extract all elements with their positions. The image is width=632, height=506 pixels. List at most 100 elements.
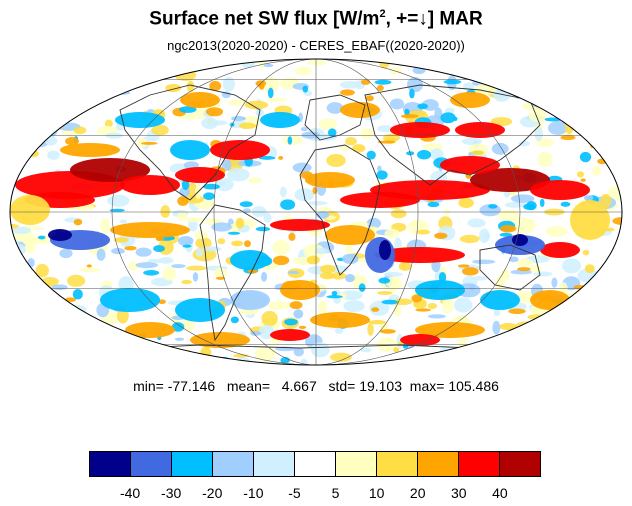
coastline [479,244,541,291]
anomaly-patch [19,74,34,83]
anomaly-patch [492,320,501,335]
anomaly-patch [438,272,447,283]
anomaly-patch [183,161,200,169]
anomaly-patch [411,294,423,303]
anomaly-patch [406,77,424,93]
anomaly-patch [78,267,102,273]
anomaly-patch [55,70,69,78]
anomaly-patch [327,128,337,137]
anomaly-patch [528,109,547,122]
anomaly-patch [611,121,622,134]
anomaly-patch [312,186,318,195]
anomaly-patch [27,257,35,268]
anomaly-patch [306,255,320,265]
anomaly-patch [495,59,515,65]
anomaly-patch [376,170,388,180]
anomaly-patch [470,168,550,192]
anomaly-patch [263,63,274,68]
colorbar-tick-label: -40 [119,485,141,501]
anomaly-patch [107,194,130,207]
anomaly-patch [598,350,608,360]
anomaly-patch [507,62,526,70]
anomaly-patch [493,309,501,317]
anomaly-patch [37,235,46,240]
anomaly-patch [416,229,431,235]
anomaly-patch [190,332,250,348]
anomaly-patch [27,307,50,319]
anomaly-patch [596,101,612,113]
anomaly-patch [576,171,585,178]
anomaly-patch [41,334,57,345]
anomaly-patch [170,140,210,160]
anomaly-patch [10,152,18,158]
anomaly-patch [162,266,177,281]
colorbar-swatch [131,452,172,476]
anomaly-patch [360,347,372,353]
anomaly-patch [580,178,586,182]
colorbar-tick-label: 20 [409,485,426,501]
anomaly-patch [205,107,224,117]
coastline [304,94,366,141]
anomaly-patch [326,102,344,114]
colorbar-tick-label: -10 [243,485,264,501]
anomaly-patch [266,97,288,102]
anomaly-patch [547,121,568,135]
anomaly-patch [66,274,86,287]
anomaly-patch [215,177,234,192]
statistics-line: min= -77.146 mean= 4.667 std= 19.103 max… [0,378,632,394]
anomaly-patch [440,112,456,124]
anomaly-patch [254,346,276,362]
anomaly-patch [376,84,384,91]
anomaly-patch [525,356,549,365]
anomaly-patch [326,295,343,299]
colorbar-swatch [418,452,459,476]
anomaly-patch [186,265,207,271]
anomaly-patch [531,85,547,95]
anomaly-patch [86,93,100,98]
anomaly-patch [591,322,613,339]
anomaly-patch [586,116,608,132]
anomaly-patch [400,334,440,346]
anomaly-patch [415,308,431,312]
anomaly-patch [568,332,586,337]
anomaly-patch [533,271,553,277]
coastline [364,84,541,186]
anomaly-patch [100,217,110,234]
anomaly-patch [73,126,87,135]
anomaly-patch [505,70,520,82]
anomaly-patch [95,61,112,71]
anomaly-patch [512,234,528,246]
anomaly-patch [61,324,73,339]
anomaly-patch [552,341,567,356]
anomaly-patch [177,353,182,362]
anomaly-patch [504,201,527,208]
anomaly-patch [522,341,541,350]
anomaly-patch [579,151,592,163]
anomaly-patch [244,240,251,248]
anomaly-patch [171,264,186,269]
anomaly-patch [546,70,560,77]
anomaly-patch [179,356,189,364]
anomaly-patch [186,80,195,93]
anomaly-patch [541,315,555,325]
max-label: max= [409,378,445,394]
anomaly-patch [331,272,347,280]
anomaly-patch [340,192,420,208]
anomaly-patch [100,288,160,312]
anomaly-patch [10,348,24,361]
anomaly-patch [335,327,344,334]
anomaly-patch [317,300,328,316]
anomaly-patch [508,308,526,315]
anomaly-patch [499,232,513,237]
anomaly-patch [586,321,609,336]
anomaly-patch [73,218,83,226]
anomaly-patch [42,84,52,93]
anomaly-patch [44,136,58,146]
anomaly-patch [371,307,380,312]
anomaly-patch [540,95,556,111]
anomaly-patch [518,140,530,147]
anomaly-patch [10,59,20,65]
anomaly-patch [23,312,32,320]
anomaly-patch [378,277,391,284]
anomaly-patch [90,354,98,361]
